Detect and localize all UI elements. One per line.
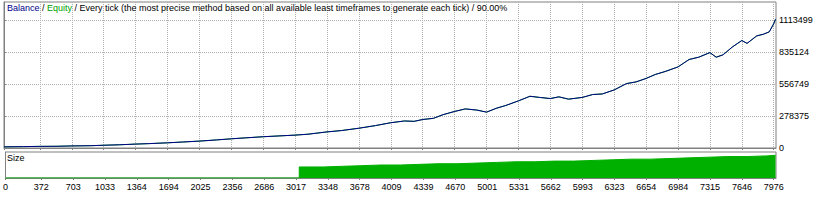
svg-text:2356: 2356 — [222, 182, 242, 192]
svg-text:835124: 835124 — [779, 47, 809, 57]
svg-text:1033: 1033 — [95, 182, 115, 192]
svg-text:7646: 7646 — [732, 182, 752, 192]
svg-text:3678: 3678 — [350, 182, 370, 192]
svg-text:5993: 5993 — [573, 182, 593, 192]
svg-text:1364: 1364 — [127, 182, 147, 192]
svg-text:1694: 1694 — [159, 182, 179, 192]
svg-text:6984: 6984 — [668, 182, 688, 192]
svg-text:556749: 556749 — [779, 79, 809, 89]
svg-text:Balance: Balance — [7, 3, 40, 13]
svg-text:5662: 5662 — [541, 182, 561, 192]
svg-text:2686: 2686 — [254, 182, 274, 192]
svg-text:703: 703 — [66, 182, 81, 192]
svg-text:1113499: 1113499 — [779, 15, 813, 25]
svg-text:4009: 4009 — [382, 182, 402, 192]
svg-text:3017: 3017 — [286, 182, 306, 192]
svg-text:/: / — [40, 3, 48, 13]
svg-text:372: 372 — [34, 182, 49, 192]
svg-text:6654: 6654 — [636, 182, 656, 192]
svg-text:3348: 3348 — [318, 182, 338, 192]
svg-text:7315: 7315 — [700, 182, 720, 192]
svg-text:4670: 4670 — [445, 182, 465, 192]
svg-text:7976: 7976 — [764, 182, 784, 192]
svg-text:6323: 6323 — [604, 182, 624, 192]
svg-text:0: 0 — [779, 143, 784, 153]
svg-text:278375: 278375 — [779, 111, 809, 121]
svg-text:5331: 5331 — [509, 182, 529, 192]
svg-text:5001: 5001 — [477, 182, 497, 192]
svg-text:4339: 4339 — [413, 182, 433, 192]
svg-text:0: 0 — [3, 182, 8, 192]
svg-text:Size: Size — [7, 153, 25, 163]
svg-text:2025: 2025 — [191, 182, 211, 192]
svg-text:/ Every tick (the most precise: / Every tick (the most precise method ba… — [72, 3, 507, 13]
svg-text:Equity: Equity — [47, 3, 73, 13]
